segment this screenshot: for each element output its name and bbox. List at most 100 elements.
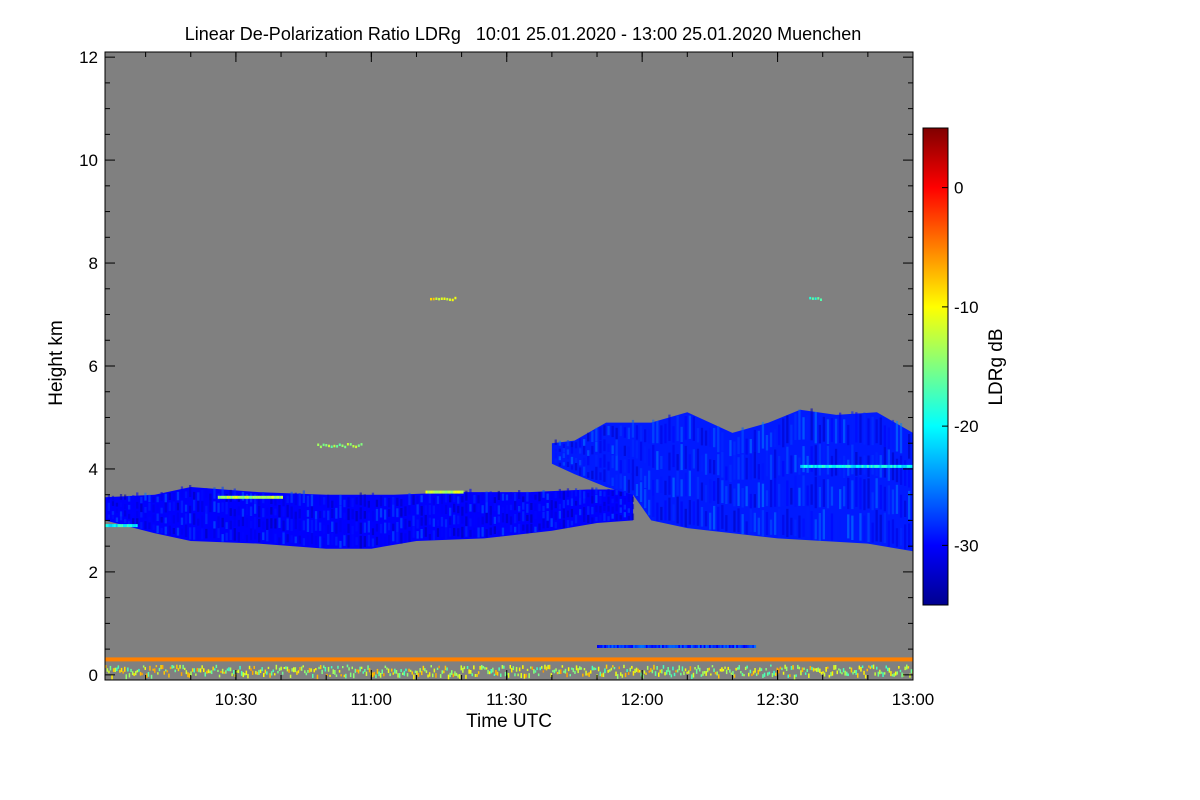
cloud-cell [741,427,744,454]
noise-pixel [528,673,530,679]
cloud-cell [197,492,200,501]
cloud-cell [184,504,188,512]
feature-pixel [638,645,641,648]
feature-pixel [244,495,247,499]
noise-pixel [871,665,873,668]
cloud-cell [619,491,622,497]
feature-pixel [355,445,358,449]
cloud-cell [331,500,334,508]
feature-pixel [223,495,226,499]
noise-pixel [217,669,219,673]
cloud-cell [335,536,338,546]
colorbar-tick-label: -30 [954,536,979,555]
cloud-cell [611,498,614,504]
noise-pixel [680,672,682,676]
cloud-cell [798,457,801,475]
cloud-cell [530,503,533,510]
feature-pixel [707,645,710,648]
noise-pixel [139,672,142,676]
feature-pixel [852,464,855,468]
noise-pixel [511,668,513,673]
cloud-cell [721,480,724,503]
noise-pixel [402,672,404,676]
cloud-cell [741,514,744,535]
noise-pixel [534,670,537,673]
cloud-cell [656,421,659,444]
cloud-cell [217,527,220,538]
cloud-cell [656,479,659,493]
feature-pixel [662,645,664,648]
cloud-cell [164,501,167,513]
noise-pixel [315,668,317,671]
cloud-cell [404,533,407,543]
noise-pixel [708,667,710,671]
cloud-cell [314,536,318,546]
cloud-cell [168,525,171,536]
cloud-cell [189,505,192,514]
feature-pixel [879,464,882,468]
feature-pixel [908,464,911,468]
feature-pixel [703,645,706,648]
cloud-cell [883,446,886,478]
cloud-cell [140,522,143,529]
cloud-cell [440,504,444,515]
cloud-cell [737,457,740,480]
cloud-cell [538,503,541,512]
cloud-cell [363,522,366,533]
noise-pixel [225,670,227,674]
noise-pixel [432,673,434,678]
cloud-cell [331,533,334,546]
noise-pixel [250,668,252,672]
feature-pixel [441,490,444,494]
cloud-cell [830,513,834,541]
cloud-cell [660,456,663,469]
feature-pixel [622,645,625,648]
feature-pixel [834,464,837,468]
cloud-cell [461,496,464,503]
noise-pixel [176,664,178,669]
cloud-cell [749,493,752,509]
noise-pixel [207,669,210,674]
feature-pixel [669,645,672,648]
cloud-cell [709,479,712,504]
cloud-cell [469,488,472,500]
cloud-cell [778,424,781,446]
noise-pixel [244,673,246,676]
cloud-cell [355,511,358,522]
feature-pixel [273,495,276,499]
cloud-cell [408,520,411,527]
cloud-cell [152,524,155,530]
cloud-cell [193,491,196,500]
cloud-cell [314,495,318,505]
cloud-cell [254,529,257,540]
noise-pixel [880,671,883,674]
noise-pixel [308,667,311,673]
cloud-cell [457,505,460,514]
noise-pixel [637,668,639,673]
cloud-cell [359,522,362,534]
noise-pixel [744,666,747,671]
cloud-cell [180,528,184,535]
cloud-cell [119,511,123,517]
cloud-cell [570,491,574,498]
cloud-cell [444,519,448,528]
cloud-cell [583,491,586,499]
cloud-cell [652,445,655,468]
noise-pixel [732,671,734,676]
cloud-cell [607,496,610,505]
cloud-cell [843,486,846,507]
cloud-cell [627,515,630,521]
cloud-cell [574,488,578,497]
noise-pixel [634,668,636,673]
noise-pixel [517,673,519,677]
noise-pixel [427,674,429,678]
cloud-cell [205,505,208,514]
noise-pixel [841,672,843,675]
cloud-cell [193,527,196,540]
cloud-cell [294,492,297,506]
cloud-cell [314,511,318,519]
feature-pixel [446,297,449,301]
noise-pixel [607,669,609,673]
cloud-cell [587,450,590,456]
cloud-cell [680,501,683,527]
